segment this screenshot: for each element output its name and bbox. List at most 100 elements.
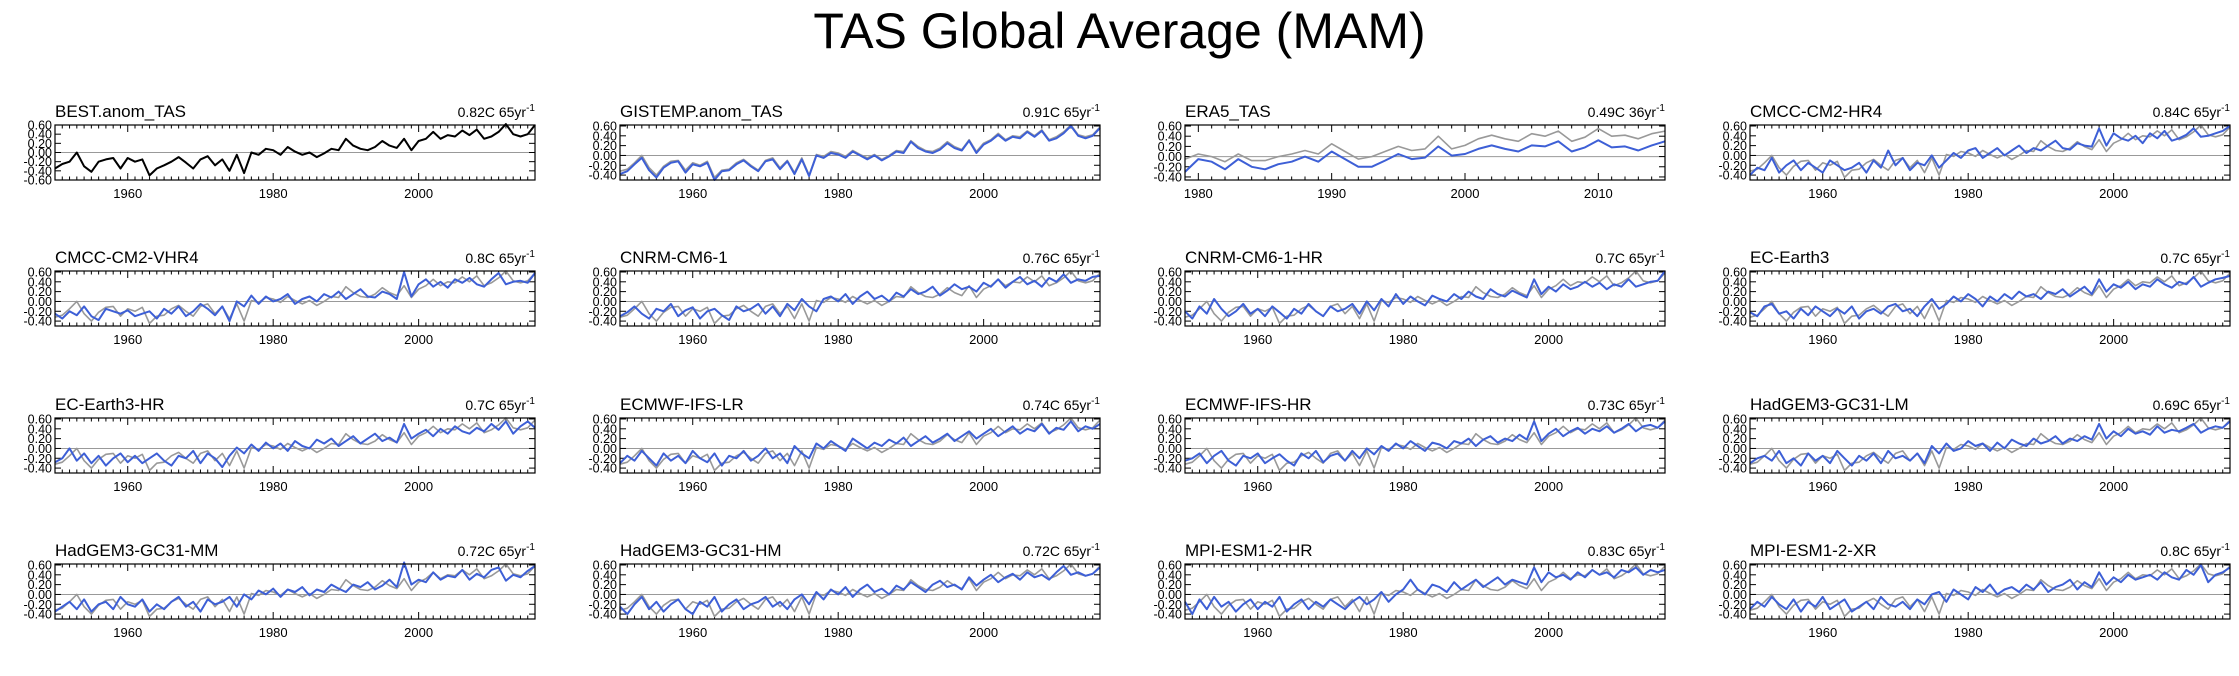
y-tick-label: 0.00 [1723, 588, 1747, 602]
y-tick-label: -0.40 [1719, 169, 1748, 183]
series-line-reference [54, 270, 536, 325]
plot-frame [54, 270, 536, 327]
trend-label: 0.83C 65yr-1 [1588, 542, 1666, 559]
panel-title: CNRM-CM6-1 [620, 248, 728, 267]
panel-title: MPI-ESM1-2-XR [1750, 541, 1877, 560]
plot-frame [1184, 270, 1666, 327]
y-tick-label: -0.40 [24, 608, 53, 622]
x-tick-label: 1980 [1389, 479, 1418, 494]
x-tick-label: 1960 [1243, 332, 1272, 347]
x-tick-label: 2000 [969, 479, 998, 494]
series-line-model [1749, 420, 2231, 467]
y-tick-label: -0.40 [1719, 462, 1748, 476]
y-tick-label: -0.20 [1719, 452, 1748, 466]
y-tick-label: -0.40 [1154, 315, 1183, 329]
y-tick-label: -0.40 [24, 315, 53, 329]
series-line-model [619, 565, 1101, 616]
x-tick-label: 1960 [1243, 479, 1272, 494]
y-tick-label: -0.20 [24, 155, 53, 169]
y-tick-label: 0.60 [593, 412, 617, 426]
y-tick-label: -0.20 [589, 159, 618, 173]
x-tick-label: 1980 [1954, 186, 1983, 201]
plot-frame [54, 417, 536, 474]
trend-label: 0.69C 65yr-1 [2153, 396, 2231, 413]
x-tick-label: 2000 [2099, 332, 2128, 347]
panel-title: BEST.anom_TAS [55, 102, 186, 121]
x-tick-label: 2000 [404, 186, 433, 201]
y-tick-label: -0.40 [24, 164, 53, 178]
series-line-reference [54, 563, 536, 618]
y-tick-label: 0.40 [28, 128, 52, 142]
y-tick-label: 0.40 [593, 129, 617, 143]
y-tick-label: 0.60 [1723, 265, 1747, 279]
trend-label: 0.72C 65yr-1 [458, 542, 536, 559]
y-tick-label: 0.00 [593, 149, 617, 163]
plot-frame [619, 563, 1101, 620]
panel-title: HadGEM3-GC31-MM [55, 541, 218, 560]
x-tick-label: 2010 [1584, 186, 1613, 201]
x-tick-label: 1960 [1808, 479, 1837, 494]
x-tick-label: 1980 [1184, 186, 1213, 201]
series-line-model [1749, 564, 2231, 613]
plot-frame [1749, 270, 2231, 327]
y-tick-label: 0.00 [593, 588, 617, 602]
y-tick-label: -0.40 [1719, 315, 1748, 329]
y-tick-label: 0.60 [28, 558, 52, 572]
trend-label: 0.8C 65yr-1 [2160, 542, 2230, 559]
y-tick-label: 0.60 [593, 119, 617, 133]
series-line-reference [1184, 417, 1666, 472]
y-tick-label: 0.20 [1158, 578, 1182, 592]
y-tick-label: -0.20 [24, 598, 53, 612]
chart-panel: ERA5_TAS 0.49C 36yr-1 0.600.400.200.00-0.2… [1154, 102, 1666, 201]
y-tick-label: 0.40 [28, 275, 52, 289]
series-line-reference [1184, 270, 1666, 325]
chart-panel: ECMWF-IFS-HR 0.73C 65yr-1 0.600.400.200.00… [1154, 395, 1666, 494]
y-tick-label: -0.20 [589, 452, 618, 466]
plot-frame [619, 270, 1101, 327]
x-tick-label: 2000 [2099, 625, 2128, 640]
x-tick-label: 1980 [259, 625, 288, 640]
y-tick-label: 0.40 [593, 275, 617, 289]
chart-panel: HadGEM3-GC31-LM 0.69C 65yr-1 0.600.400.200… [1719, 395, 2231, 494]
chart-title: TAS Global Average (MAM) [813, 3, 1426, 59]
y-tick-label: 0.40 [28, 568, 52, 582]
panel-title: HadGEM3-GC31-HM [620, 541, 782, 560]
y-tick-label: -0.20 [1719, 598, 1748, 612]
x-tick-label: 1980 [1389, 332, 1418, 347]
y-tick-label: -0.40 [1719, 608, 1748, 622]
y-tick-label: 0.00 [1723, 149, 1747, 163]
y-tick-label: -0.20 [1719, 305, 1748, 319]
plot-frame [1184, 124, 1666, 181]
y-tick-label: 0.00 [1158, 295, 1182, 309]
series-line-obs [54, 123, 536, 177]
plot-frame [619, 124, 1101, 181]
series-line-reference [619, 563, 1101, 618]
trend-label: 0.49C 36yr-1 [1588, 103, 1666, 120]
y-tick-label: -0.20 [1154, 452, 1183, 466]
panel-title: MPI-ESM1-2-HR [1185, 541, 1313, 560]
series-line-model [54, 420, 536, 469]
y-tick-label: 0.20 [593, 578, 617, 592]
y-tick-label: 0.60 [593, 558, 617, 572]
trend-label: 0.84C 65yr-1 [2153, 103, 2231, 120]
y-tick-label: 0.60 [1158, 265, 1182, 279]
chart-panel: HadGEM3-GC31-HM 0.72C 65yr-1 0.600.400.200… [589, 541, 1101, 640]
y-tick-label: 0.40 [593, 568, 617, 582]
y-tick-label: -0.60 [24, 174, 53, 188]
panel-title: ERA5_TAS [1185, 102, 1271, 121]
y-tick-label: 0.60 [1158, 558, 1182, 572]
y-tick-label: 0.20 [1723, 139, 1747, 153]
x-tick-label: 1980 [824, 332, 853, 347]
panel-title: GISTEMP.anom_TAS [620, 102, 783, 121]
panel-title: CMCC-CM2-VHR4 [55, 248, 199, 267]
chart-panel: BEST.anom_TAS 0.82C 65yr-1 0.600.400.200.0… [24, 102, 536, 201]
x-tick-label: 1980 [824, 625, 853, 640]
x-tick-label: 1980 [1954, 479, 1983, 494]
chart-panel: CNRM-CM6-1 0.76C 65yr-10.600.400.200.00-0… [589, 248, 1101, 347]
chart-panel: CMCC-CM2-HR4 0.84C 65yr-1 0.600.400.200.00… [1719, 102, 2231, 201]
chart-panel: EC-Earth3-HR 0.7C 65yr-10.600.400.200.00-… [24, 395, 536, 494]
y-tick-label: 0.40 [1723, 275, 1747, 289]
series-line-model [54, 561, 536, 613]
panel-title: HadGEM3-GC31-LM [1750, 395, 1909, 414]
